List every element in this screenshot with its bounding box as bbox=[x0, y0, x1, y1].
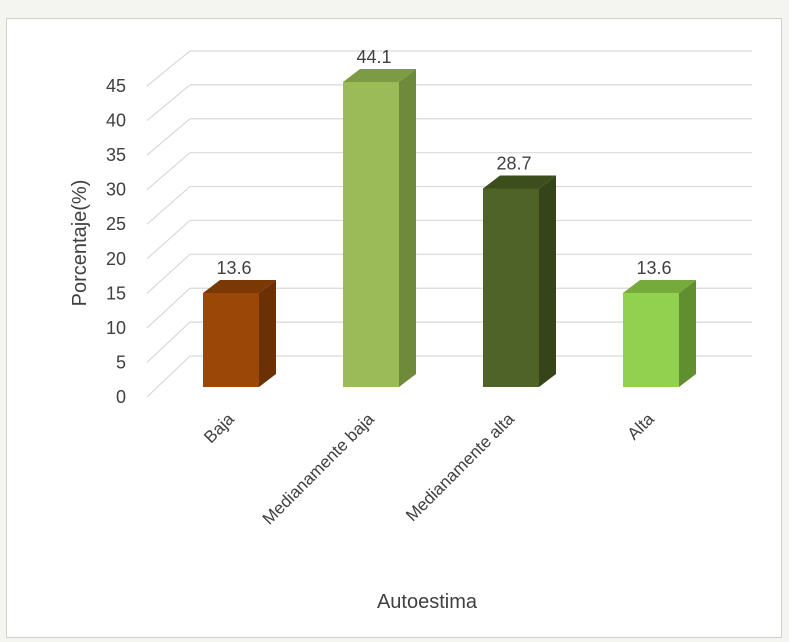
bar-top bbox=[203, 279, 276, 293]
gridline-diagonal bbox=[146, 50, 191, 87]
gridline-diagonal bbox=[146, 152, 191, 191]
data-label: 13.6 bbox=[636, 258, 671, 278]
bar-baja bbox=[203, 279, 276, 387]
y-tick-label: 45 bbox=[106, 76, 126, 96]
y-tick-label: 25 bbox=[106, 214, 126, 234]
y-tick-label: 0 bbox=[116, 387, 126, 407]
y-tick-label: 10 bbox=[106, 318, 126, 338]
y-tick-label: 5 bbox=[116, 352, 126, 372]
x-category-label: Baja bbox=[200, 409, 238, 447]
gridline-diagonal bbox=[146, 219, 191, 260]
bar-side bbox=[399, 69, 416, 387]
bar-side bbox=[679, 279, 696, 387]
gridline-diagonal bbox=[146, 287, 191, 329]
gridline-diagonal bbox=[146, 118, 191, 156]
gridline-diagonal bbox=[146, 186, 191, 225]
bar-side bbox=[539, 175, 556, 387]
y-tick-label: 40 bbox=[106, 111, 126, 131]
y-tick-label: 35 bbox=[106, 145, 126, 165]
x-axis-title: Autoestima bbox=[377, 591, 478, 613]
gridline-diagonal bbox=[146, 321, 191, 363]
x-category-label: Medianamente baja bbox=[259, 409, 378, 528]
bar-front bbox=[623, 292, 679, 387]
bars bbox=[203, 69, 696, 387]
x-category-label: Medianamente alta bbox=[402, 409, 518, 525]
bar-front bbox=[343, 82, 399, 387]
y-tick-label: 20 bbox=[106, 249, 126, 269]
y-axis-ticks: 0 5 10 15 20 25 30 35 40 45 bbox=[106, 76, 126, 407]
y-tick-label: 30 bbox=[106, 180, 126, 200]
x-category-label: Alta bbox=[624, 409, 659, 444]
data-labels: 13.6 44.1 28.7 13.6 bbox=[216, 47, 671, 278]
gridline-diagonal bbox=[146, 84, 191, 122]
gridline-diagonal bbox=[146, 253, 191, 294]
bar-medianamente-alta bbox=[483, 175, 556, 387]
gridline-diagonal bbox=[146, 355, 191, 398]
bar-medianamente-baja bbox=[343, 69, 416, 387]
bar-top bbox=[343, 69, 416, 82]
bar-front bbox=[483, 188, 539, 387]
x-axis-categories: Baja Medianamente baja Medianamente alta Al… bbox=[200, 409, 658, 528]
y-tick-label: 15 bbox=[106, 283, 126, 303]
bar-alta bbox=[623, 279, 696, 387]
y-axis-title: Porcentaje(%) bbox=[69, 180, 91, 307]
data-label: 13.6 bbox=[216, 258, 251, 278]
bar-top bbox=[623, 279, 696, 293]
bar-top bbox=[483, 175, 556, 189]
bar-side bbox=[259, 279, 276, 387]
bar-front bbox=[203, 292, 259, 387]
data-label: 44.1 bbox=[356, 47, 391, 67]
data-label: 28.7 bbox=[496, 154, 531, 174]
